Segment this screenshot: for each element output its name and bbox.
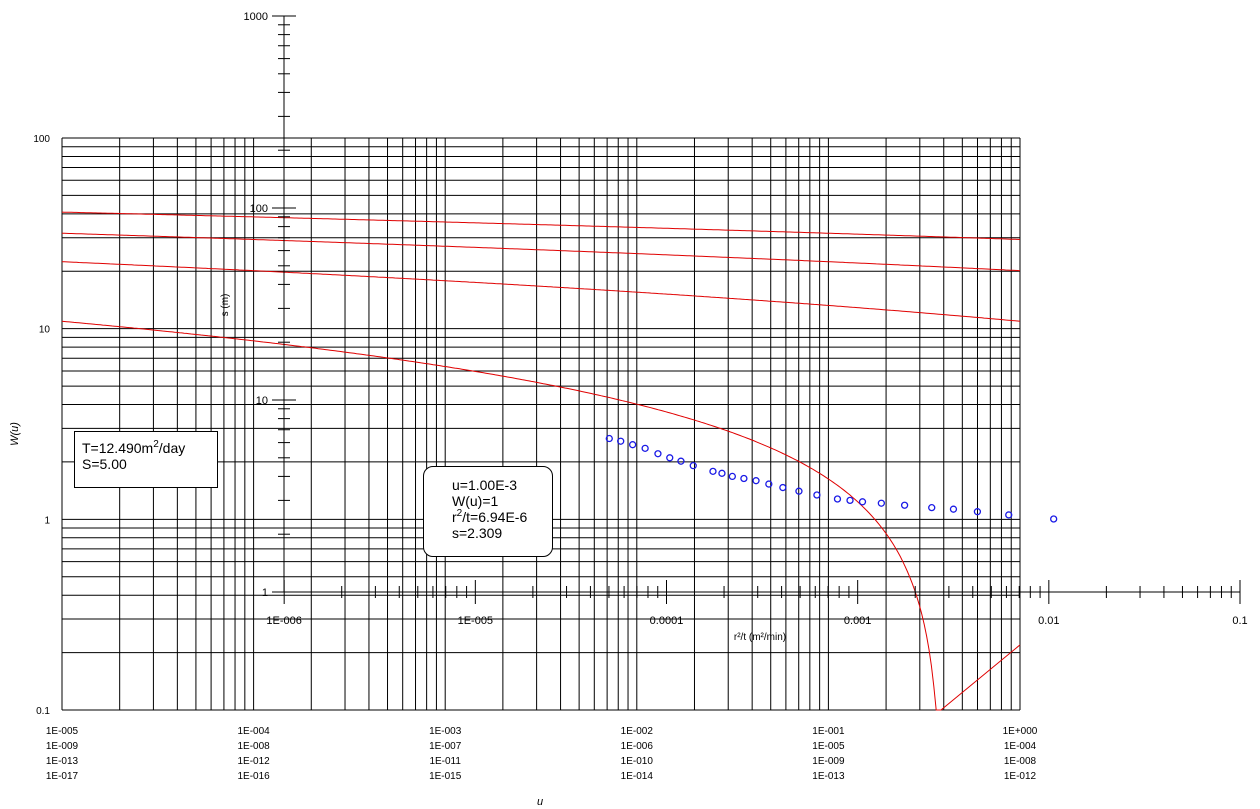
observation-point [617,437,625,445]
observation-point [846,496,854,505]
curve-layer [61,211,1021,711]
u-tick-label: 1E-005 [812,741,845,752]
r2t-tick-label: 0.0001 [650,615,684,627]
u-tick-label: 1E-014 [621,771,654,782]
observation-point [813,491,821,499]
observation-point [628,441,637,449]
observation-point [795,487,803,495]
observation-point [973,508,982,516]
s-tick-label: 100 [250,203,268,215]
u-tick-label: 1E-006 [621,741,654,752]
match-wu-value: W(u)=1 [452,493,499,509]
u-tick-label: 1E-008 [1004,756,1037,767]
r2t-tick-label: 0.001 [844,615,872,627]
observation-point [605,434,613,443]
labels-layer: 0.1 1 10 100 1E-005 1E-004 1E-003 1E-002 1E-001 1… [9,11,1248,808]
u-tick-label: 1E-007 [429,741,462,752]
u-tick-label: 1E-005 [46,726,79,737]
observation-point [833,495,842,503]
observation-point [718,469,726,477]
s-tick-label: 10 [256,395,268,407]
parameters-box: T=12.490m2/day S=5.00 [74,431,218,488]
u-tick-label: 1E-001 [812,726,845,737]
u-tick-label: 1E-008 [237,741,270,752]
points-layer [605,434,1058,523]
observation-point [740,474,748,483]
u-tick-label: 1E-009 [812,756,845,767]
match-u-value: u=1.00E-3 [452,477,517,493]
u-tick-label: 1E-013 [812,771,845,782]
observation-point [641,444,649,452]
storativity-value: S=5.00 [82,456,127,472]
u-tick-label: 1E-013 [46,756,79,767]
wu-tick-label: 0.1 [36,706,50,717]
s-axis-title: s (m) [220,294,231,317]
type-curve [61,320,1021,711]
u-tick-label: 1E+000 [1003,726,1038,737]
observation-point [779,483,787,492]
u-tick-label: 1E-011 [429,756,461,767]
u-tick-label: 1E-012 [1004,771,1037,782]
s-tick-label: 1000 [244,11,268,23]
u-tick-label: 1E-015 [429,771,462,782]
match-s-value: s=2.309 [452,525,503,541]
grid-layer [61,137,1021,711]
observation-point [689,462,697,470]
observation-point [666,454,674,462]
u-tick-label: 1E-010 [621,756,654,767]
s-tick-label: 1 [262,587,268,599]
u-tick-label: 1E-017 [46,771,79,782]
observation-point [928,503,936,512]
r2t-tick-label: 0.01 [1038,615,1059,627]
u-axis-title: u [537,796,543,808]
wu-tick-label: 100 [33,134,50,145]
r2t-tick-label: 1E-005 [458,615,493,627]
r2t-axis-title: r²/t (m²/min) [734,632,786,643]
u-tick-label: 1E-016 [237,771,270,782]
observation-point [1050,515,1058,523]
u-tick-label: 1E-002 [621,726,654,737]
observation-point [949,505,958,513]
observation-point [709,467,717,475]
transmissivity-value: T=12.490m2/day [82,439,186,457]
observation-point [654,450,662,458]
type-curve-branch-3 [61,211,1021,240]
observation-point [728,472,736,481]
u-tick-label: 1E-004 [1004,741,1037,752]
match-r2t-value: r2/t=6.94E-6 [452,508,528,526]
r2t-tick-label: 0.1 [1232,615,1247,627]
wu-tick-label: 1 [44,515,50,526]
axes-layer [272,15,1241,604]
observation-point [1005,511,1013,519]
type-curve-branch-1 [61,261,1021,322]
observation-point [900,501,909,509]
u-tick-label: 1E-004 [237,726,270,737]
match-point-box: u=1.00E-3 W(u)=1 r2/t=6.94E-6 s=2.309 [423,466,553,557]
observation-point [752,477,760,485]
observation-point [877,499,885,507]
observation-point [858,498,867,506]
u-tick-label: 1E-009 [46,741,79,752]
type-curve-branch-2 [61,232,1021,272]
wu-axis-title: W(u) [9,422,21,446]
r2t-tick-label: 1E-006 [266,615,301,627]
observation-point [677,457,685,465]
observation-point [765,480,773,488]
u-tick-label: 1E-012 [237,756,270,767]
wu-tick-label: 10 [39,325,51,336]
u-tick-label: 1E-003 [429,726,462,737]
